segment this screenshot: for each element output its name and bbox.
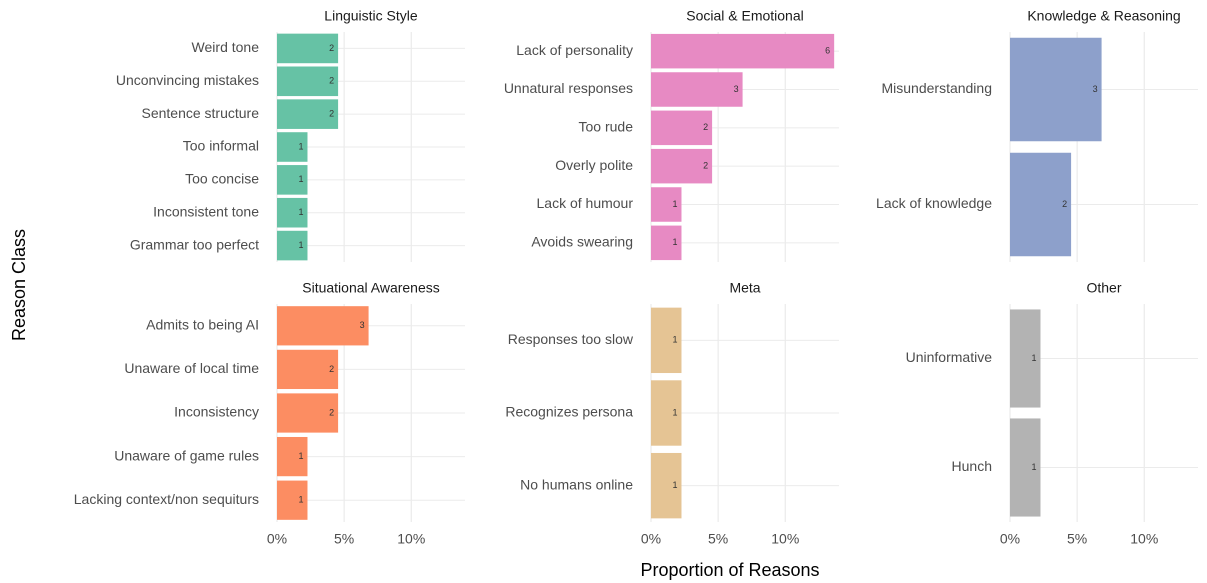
y-tick-label: Unaware of local time — [124, 360, 259, 376]
y-tick-label: Uninformative — [906, 349, 993, 365]
y-tick-label: Recognizes persona — [505, 404, 633, 420]
y-tick-label: Overly polite — [555, 157, 633, 173]
y-tick-label: Too informal — [183, 138, 259, 154]
y-tick-label: Inconsistent tone — [153, 203, 259, 219]
bar — [277, 165, 308, 195]
bar-count-label: 1 — [298, 240, 303, 250]
y-tick-label: Too rude — [579, 119, 634, 135]
y-tick-label: Unaware of game rules — [114, 447, 259, 463]
facet-title: Other — [1086, 280, 1121, 296]
bar-count-label: 1 — [1031, 462, 1036, 472]
y-tick-label: Sentence structure — [141, 105, 259, 121]
bar — [1010, 37, 1102, 142]
x-axis-label: Proportion of Reasons — [640, 560, 819, 580]
y-tick-label: Admits to being AI — [146, 317, 259, 333]
bar-count-label: 1 — [1031, 353, 1036, 363]
bar-count-label: 3 — [734, 84, 739, 94]
bar-count-label: 2 — [329, 364, 334, 374]
bar — [651, 72, 743, 107]
bar — [651, 33, 835, 69]
facet-title: Meta — [729, 280, 760, 296]
bar — [277, 480, 308, 520]
bar-count-label: 3 — [1093, 84, 1098, 94]
bar-count-label: 2 — [329, 109, 334, 119]
bar — [651, 225, 682, 261]
y-tick-label: Hunch — [952, 458, 992, 474]
y-tick-label: Too concise — [185, 171, 259, 187]
bar — [277, 197, 308, 228]
y-tick-label: Inconsistency — [174, 404, 259, 420]
bar-count-label: 1 — [672, 237, 677, 247]
bar-count-label: 1 — [672, 335, 677, 345]
y-tick-label: No humans online — [520, 476, 633, 492]
bar — [651, 307, 682, 374]
bar — [277, 349, 339, 390]
y-axis-label: Reason Class — [9, 229, 29, 341]
bar — [277, 436, 308, 477]
bar — [277, 393, 339, 433]
bar-count-label: 3 — [360, 320, 365, 330]
bar-count-label: 1 — [298, 451, 303, 461]
bar-count-label: 1 — [298, 141, 303, 151]
x-tick-label: 5% — [1067, 531, 1087, 547]
bar — [277, 99, 339, 129]
y-tick-label: Misunderstanding — [881, 80, 992, 96]
bar — [651, 452, 682, 519]
bar-count-label: 1 — [672, 199, 677, 209]
x-tick-label: 0% — [641, 531, 661, 547]
y-tick-label: Lack of knowledge — [876, 195, 992, 211]
bar — [651, 110, 713, 146]
x-tick-label: 0% — [267, 531, 287, 547]
facet-title: Knowledge & Reasoning — [1027, 8, 1180, 24]
bar-count-label: 6 — [825, 46, 830, 56]
bar-count-label: 1 — [298, 174, 303, 184]
y-tick-label: Lacking context/non sequiturs — [74, 491, 259, 507]
bar — [1010, 152, 1072, 257]
y-tick-label: Unnatural responses — [504, 80, 633, 96]
bar-count-label: 2 — [329, 76, 334, 86]
bar-count-label: 1 — [298, 207, 303, 217]
x-tick-label: 5% — [708, 531, 728, 547]
x-tick-label: 10% — [397, 531, 425, 547]
x-tick-label: 10% — [1130, 531, 1158, 547]
x-tick-label: 5% — [334, 531, 354, 547]
bar — [651, 148, 713, 184]
bar-count-label: 2 — [703, 161, 708, 171]
bar — [651, 380, 682, 446]
y-tick-label: Weird tone — [192, 39, 260, 55]
y-tick-label: Lack of humour — [537, 195, 634, 211]
x-tick-label: 10% — [771, 531, 799, 547]
bar — [1010, 418, 1041, 517]
bar-count-label: 2 — [1062, 199, 1067, 209]
bar-count-label: 2 — [703, 122, 708, 132]
bar — [277, 33, 339, 64]
bar — [277, 306, 369, 346]
bar — [651, 187, 682, 222]
bar-count-label: 2 — [329, 407, 334, 417]
bar-count-label: 1 — [672, 407, 677, 417]
bar-count-label: 1 — [672, 480, 677, 490]
y-tick-label: Unconvincing mistakes — [116, 72, 259, 88]
bar-count-label: 2 — [329, 43, 334, 53]
facet-title: Social & Emotional — [686, 8, 804, 24]
bar-count-label: 1 — [298, 495, 303, 505]
bar — [277, 230, 308, 261]
y-tick-label: Avoids swearing — [531, 234, 633, 250]
bar — [277, 66, 339, 97]
y-tick-label: Grammar too perfect — [130, 236, 259, 252]
facet-title: Linguistic Style — [324, 8, 418, 24]
facet-title: Situational Awareness — [302, 280, 440, 296]
y-tick-label: Responses too slow — [508, 331, 634, 347]
bar — [277, 132, 308, 162]
x-tick-label: 0% — [1000, 531, 1020, 547]
bar — [1010, 309, 1041, 408]
y-tick-label: Lack of personality — [516, 42, 633, 58]
